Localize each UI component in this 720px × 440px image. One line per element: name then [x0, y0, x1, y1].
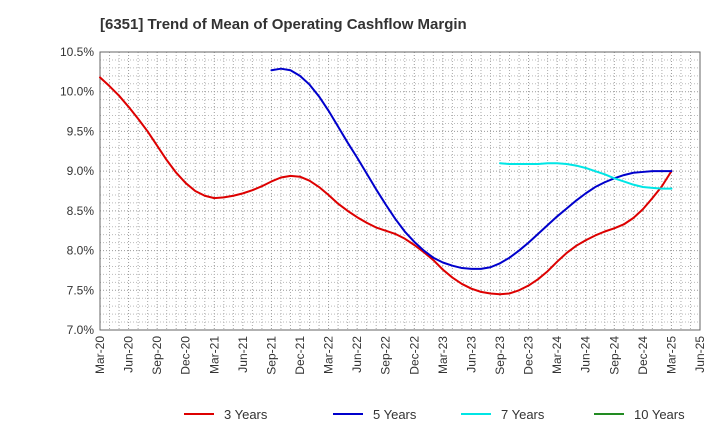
- x-tick-label: Jun-22: [350, 336, 364, 373]
- legend-label: 5 Years: [373, 407, 417, 422]
- x-tick-label: Dec-23: [522, 336, 536, 375]
- x-tick-label: Jun-25: [693, 336, 707, 373]
- legend-label: 10 Years: [634, 407, 685, 422]
- x-tick-label: Mar-24: [550, 336, 564, 374]
- x-tick-label: Mar-23: [436, 336, 450, 374]
- x-tick-label: Dec-21: [293, 336, 307, 375]
- y-tick-label: 8.0%: [67, 244, 95, 258]
- y-tick-label: 9.5%: [67, 124, 95, 138]
- y-tick-label: 7.5%: [67, 283, 95, 297]
- x-tick-label: Sep-23: [493, 336, 507, 375]
- chart-title: [6351] Trend of Mean of Operating Cashfl…: [100, 16, 467, 33]
- y-tick-label: 7.0%: [67, 323, 95, 337]
- x-tick-label: Dec-20: [179, 336, 193, 375]
- x-tick-label: Mar-25: [664, 336, 678, 374]
- x-tick-label: Sep-22: [379, 336, 393, 375]
- x-tick-label: Jun-20: [122, 336, 136, 373]
- x-tick-label: Jun-23: [464, 336, 478, 373]
- y-tick-label: 10.0%: [60, 85, 94, 99]
- x-tick-label: Mar-22: [322, 336, 336, 374]
- x-tick-label: Mar-21: [207, 336, 221, 374]
- y-tick-label: 8.5%: [67, 204, 95, 218]
- x-tick-label: Sep-20: [150, 336, 164, 375]
- x-tick-label: Jun-21: [236, 336, 250, 373]
- series-line-5-years: [270, 67, 673, 270]
- y-tick-label: 10.5%: [60, 45, 94, 59]
- legend-label: 3 Years: [224, 407, 268, 422]
- x-tick-label: Dec-22: [407, 336, 421, 375]
- series-line-3-years: [99, 76, 673, 296]
- series-line-7-years: [499, 162, 673, 190]
- plot-area-frame: [99, 51, 701, 331]
- x-tick-label: Sep-21: [264, 336, 278, 375]
- x-tick-label: Dec-24: [636, 336, 650, 375]
- legend-label: 7 Years: [501, 407, 545, 422]
- x-tick-label: Sep-24: [607, 336, 621, 375]
- x-tick-label: Mar-20: [93, 336, 107, 374]
- x-tick-label: Jun-24: [579, 336, 593, 373]
- y-tick-label: 9.0%: [67, 164, 95, 178]
